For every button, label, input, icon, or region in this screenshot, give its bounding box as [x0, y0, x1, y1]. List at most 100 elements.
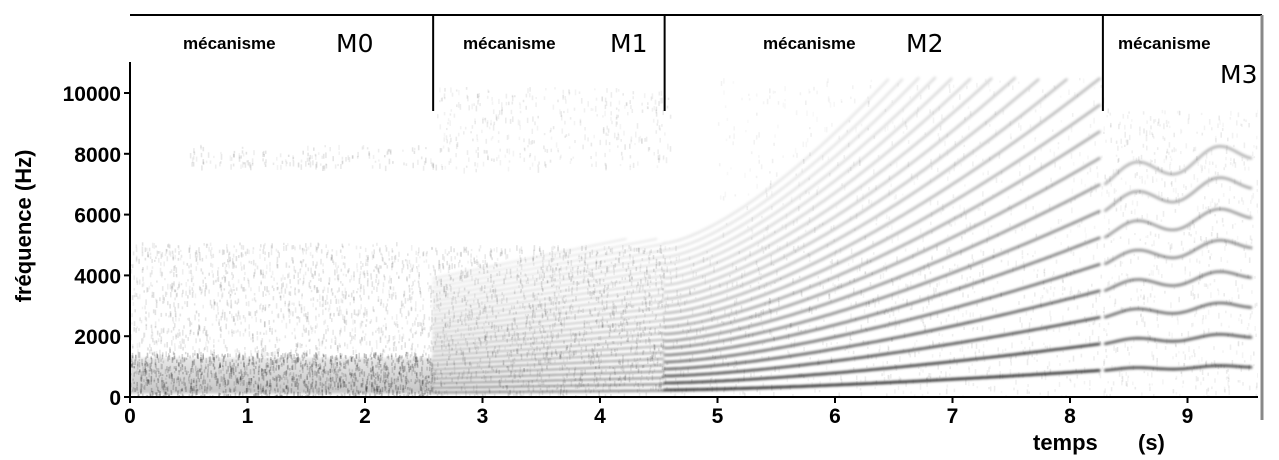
spectro-noise-mark — [482, 394, 484, 397]
spectro-noise-mark — [176, 286, 179, 291]
spectro-noise-mark — [187, 279, 189, 282]
spectro-noise-mark — [566, 346, 568, 350]
spectro-noise-mark — [208, 246, 210, 252]
spectro-noise-mark — [629, 301, 632, 307]
spectro-noise-mark — [361, 320, 364, 324]
spectro-noise-mark — [267, 290, 270, 293]
spectro-noise-mark — [411, 346, 413, 351]
spectro-noise-mark — [265, 330, 268, 335]
spectro-noise-mark — [553, 246, 556, 249]
spectro-noise-mark — [602, 386, 604, 392]
spectro-noise-mark — [280, 394, 282, 397]
spectro-noise-mark — [354, 393, 356, 397]
spectro-noise-mark — [449, 158, 452, 164]
spectro-noise-mark — [629, 166, 632, 171]
spectro-noise-mark — [310, 327, 313, 330]
spectro-noise-mark — [217, 292, 220, 297]
spectro-noise-mark — [573, 107, 576, 111]
spectro-noise-mark — [415, 301, 417, 307]
spectro-noise-mark — [476, 344, 478, 349]
spectro-noise-mark — [647, 273, 650, 279]
spectro-noise-mark — [390, 353, 393, 358]
spectro-noise-mark — [145, 317, 148, 322]
spectro-noise-mark — [150, 347, 152, 351]
spectro-noise-mark — [261, 355, 264, 360]
spectro-noise-mark — [508, 393, 510, 397]
spectro-noise-mark — [485, 306, 487, 313]
spectro-noise-mark — [305, 263, 307, 268]
spectro-noise-mark — [292, 260, 294, 264]
spectro-noise-mark — [198, 325, 201, 330]
spectro-noise-mark — [285, 160, 288, 167]
spectro-noise-mark — [288, 308, 290, 312]
spectro-noise-mark — [268, 320, 270, 325]
spectro-noise-mark — [226, 247, 228, 253]
spectro-noise-mark — [155, 256, 157, 259]
spectro-noise-mark — [422, 252, 424, 257]
spectro-noise-mark — [564, 135, 566, 138]
spectro-noise-mark — [642, 329, 644, 333]
spectro-noise-mark — [414, 348, 417, 353]
spectro-noise-mark — [198, 313, 200, 317]
spectro-noise-mark — [283, 246, 285, 252]
spectro-noise-mark — [381, 334, 384, 337]
spectro-noise-mark — [388, 148, 390, 152]
spectro-noise-mark — [449, 120, 451, 126]
spectro-noise-mark — [260, 244, 262, 248]
spectro-noise-mark — [334, 340, 336, 345]
spectro-noise-mark — [301, 293, 303, 297]
spectro-noise-mark — [235, 256, 238, 262]
spectro-noise-mark — [309, 280, 312, 283]
spectro-noise-mark — [159, 267, 162, 273]
spectro-noise-mark — [478, 364, 481, 368]
spectro-noise-mark — [609, 384, 611, 391]
spectro-noise-mark — [146, 287, 148, 293]
spectro-noise-mark — [178, 355, 181, 359]
spectro-noise-mark — [427, 264, 430, 269]
spectro-noise-mark — [617, 391, 620, 394]
spectro-noise-mark — [227, 394, 229, 397]
spectro-noise-mark — [444, 322, 447, 328]
spectro-noise-mark — [343, 325, 346, 332]
spectro-noise-mark — [503, 331, 506, 336]
spectro-noise-mark — [300, 164, 303, 170]
spectro-noise-mark — [316, 299, 319, 302]
spectro-noise-mark — [262, 272, 265, 275]
spectro-noise-mark — [552, 278, 555, 282]
spectro-noise-mark — [510, 361, 512, 366]
spectro-noise-mark — [195, 250, 197, 255]
spectro-noise-mark — [630, 331, 632, 335]
spectro-noise-mark — [167, 328, 170, 333]
spectro-noise-mark — [444, 313, 446, 319]
spectro-noise-mark — [655, 258, 658, 264]
spectro-noise-mark — [294, 292, 297, 296]
spectro-noise-mark — [988, 366, 990, 373]
spectro-noise-mark — [534, 297, 537, 300]
spectro-noise-mark — [326, 294, 328, 300]
spectro-noise-mark — [635, 341, 638, 345]
spectro-noise-mark — [174, 289, 177, 293]
spectro-noise-mark — [652, 343, 655, 347]
spectro-noise-mark — [351, 155, 354, 159]
spectro-noise-mark — [991, 274, 993, 277]
spectro-noise-mark — [416, 266, 418, 269]
spectro-noise-mark — [644, 297, 647, 300]
spectro-noise-mark — [337, 274, 340, 280]
spectro-noise-mark — [553, 291, 556, 296]
spectro-noise-mark — [219, 283, 221, 289]
spectro-noise-mark — [454, 256, 456, 260]
spectro-noise-mark — [395, 394, 398, 397]
spectro-noise-mark — [235, 313, 237, 317]
spectro-noise-mark — [469, 394, 471, 397]
spectro-noise-mark — [588, 308, 591, 315]
spectro-noise-mark — [711, 376, 713, 381]
spectro-noise-mark — [642, 384, 644, 388]
spectro-noise-mark — [492, 109, 495, 115]
spectro-noise-mark — [277, 348, 279, 353]
spectro-noise-mark — [164, 278, 166, 281]
spectro-noise-mark — [248, 283, 250, 288]
spectro-noise-mark — [604, 273, 607, 277]
spectro-noise-mark — [490, 249, 493, 253]
spectro-noise-mark — [415, 317, 417, 321]
spectro-noise-mark — [161, 352, 164, 357]
